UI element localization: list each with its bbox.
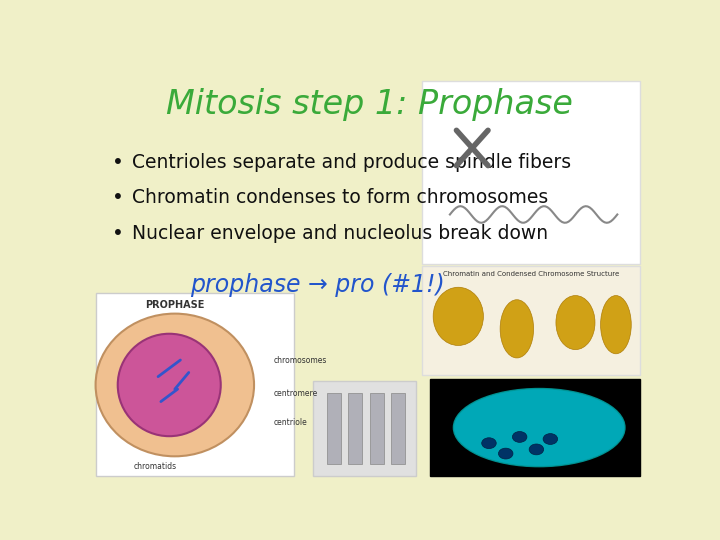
Bar [391, 393, 405, 464]
Text: Mitosis step 1: Prophase: Mitosis step 1: Prophase [166, 87, 572, 120]
Text: Chromatin and Condensed Chromosome Structure: Chromatin and Condensed Chromosome Struc… [443, 271, 619, 276]
Text: Chromatin condenses to form chromosomes: Chromatin condenses to form chromosomes [132, 188, 548, 207]
Bar [422, 266, 639, 375]
Ellipse shape [96, 314, 254, 456]
Circle shape [529, 444, 544, 455]
Text: Nuclear envelope and nucleolus break down: Nuclear envelope and nucleolus break dow… [132, 224, 548, 242]
Text: Centrioles separate and produce spindle fibers: Centrioles separate and produce spindle … [132, 153, 571, 172]
Bar [422, 82, 639, 265]
Bar [96, 294, 294, 476]
Circle shape [498, 448, 513, 459]
Bar [431, 379, 639, 476]
Ellipse shape [433, 287, 483, 346]
Circle shape [543, 434, 557, 444]
Circle shape [513, 431, 527, 442]
Text: prophase → pro (#1!): prophase → pro (#1!) [190, 273, 445, 297]
Text: •: • [112, 188, 124, 207]
Bar [348, 393, 362, 464]
Text: centromere: centromere [274, 389, 318, 398]
Text: •: • [112, 153, 124, 172]
Text: chromosomes: chromosomes [274, 355, 327, 364]
Ellipse shape [118, 334, 221, 436]
Text: •: • [112, 224, 124, 242]
Ellipse shape [500, 300, 534, 358]
Ellipse shape [600, 295, 631, 354]
Text: PROPHASE: PROPHASE [145, 300, 204, 310]
Text: chromatids: chromatids [133, 462, 176, 471]
Ellipse shape [556, 295, 595, 349]
Text: centriole: centriole [274, 418, 307, 427]
Ellipse shape [454, 388, 625, 467]
Bar [327, 393, 341, 464]
Bar [313, 381, 416, 476]
Bar [369, 393, 384, 464]
Circle shape [482, 438, 496, 449]
